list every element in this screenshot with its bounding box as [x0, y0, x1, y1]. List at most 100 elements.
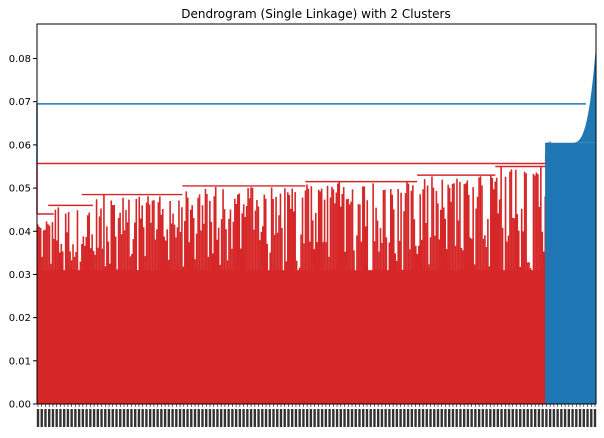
y-tick-label: 0.01: [9, 356, 31, 367]
axes: 0.00 0.01 0.02 0.03 0.04 0.05 0.06 0.07 0.08: [9, 23, 597, 427]
x-tick-leaf-label: [455, 409, 458, 427]
x-tick-leaf-label: [141, 409, 144, 427]
x-tick-leaf-label: [406, 409, 410, 427]
y-tick-label: 0.08: [9, 54, 31, 65]
x-tick-leaf-label: [590, 409, 593, 427]
x-tick-leaf-label: [376, 409, 380, 427]
x-tick-leaf-label: [560, 409, 563, 427]
x-tick-leaf-label: [167, 409, 171, 427]
x-tick-leaf-label: [279, 409, 283, 427]
x-tick-leaf-label: [208, 409, 212, 427]
x-tick-leaf-label: [459, 409, 462, 427]
x-tick-leaf-label: [156, 409, 159, 427]
x-tick-leaf-label: [81, 409, 85, 427]
x-tick-leaf-label: [96, 409, 100, 427]
x-tick-leaf-label: [391, 409, 395, 427]
x-tick-leaf-label: [403, 409, 406, 427]
x-tick-leaf-label: [272, 409, 275, 427]
axes-frame: [36, 23, 597, 405]
y-tick-label: 0.02: [9, 313, 31, 324]
x-tick-leaf-label: [74, 409, 77, 427]
x-tick-leaf-label: [526, 409, 529, 427]
x-tick-leaf-label: [104, 409, 107, 427]
x-tick-leaf-label: [582, 409, 585, 427]
x-tick-leaf-label: [339, 409, 342, 427]
x-tick-leaf-label: [358, 409, 361, 427]
x-tick-leaf-label: [287, 409, 290, 427]
x-tick-leaf-label: [485, 409, 488, 427]
x-tick-leaf-label: [507, 409, 511, 427]
x-tick-leaf-label: [145, 409, 148, 427]
x-tick-leaf-label: [593, 409, 597, 427]
x-tick-leaf-label: [320, 409, 324, 427]
x-tick-leaf-label: [347, 409, 350, 427]
x-tick-leaf-label: [567, 409, 571, 427]
x-tick-leaf-label: [533, 409, 537, 427]
x-tick-leaf-label: [216, 409, 219, 427]
x-tick-leaf-label: [421, 409, 425, 427]
x-tick-leaf-label: [522, 409, 526, 427]
x-tick-leaf-label: [100, 409, 103, 427]
x-tick-leaf-label: [291, 409, 294, 427]
plot-area: [36, 45, 596, 404]
x-tick-leaf-label: [231, 409, 234, 427]
x-tick-leaf-label: [384, 409, 387, 427]
x-tick-leaf-label: [137, 409, 141, 427]
x-tick-leaf-label: [380, 409, 384, 427]
blue-cluster-body: [545, 142, 596, 404]
x-tick-leaf-label: [373, 409, 376, 427]
x-tick-leaf-label: [492, 409, 496, 427]
x-tick-leaf-label: [264, 409, 268, 427]
x-tick-leaf-label: [51, 409, 55, 427]
x-tick-leaf-label: [395, 409, 399, 427]
x-tick-leaf-label: [298, 409, 301, 427]
x-tick-leaf-label: [545, 409, 548, 427]
x-tick-leaf-label: [70, 409, 73, 427]
x-tick-leaf-label: [148, 409, 152, 427]
x-tick-leaf-label: [362, 409, 365, 427]
x-tick-leaf-label: [48, 409, 51, 427]
x-tick-leaf-label: [223, 409, 227, 427]
x-tick-leaf-label: [186, 409, 189, 427]
x-tick-leaf-label: [242, 409, 245, 427]
x-tick-leaf-label: [350, 409, 354, 427]
x-tick-leaf-label: [66, 409, 70, 427]
x-tick-leaf-label: [418, 409, 421, 427]
x-tick-leaf-label: [115, 409, 118, 427]
x-tick-leaf-label: [474, 409, 477, 427]
x-tick-leaf-label: [190, 409, 193, 427]
x-tick-leaf-label: [175, 409, 178, 427]
x-tick-leaf-label: [399, 409, 402, 427]
x-tick-leaf-label: [55, 409, 58, 427]
x-tick-leaf-label: [414, 409, 417, 427]
x-tick-leaf-label: [433, 409, 436, 427]
x-tick-leaf-label: [519, 409, 522, 427]
x-tick-leaf-label: [276, 409, 279, 427]
y-tick-label: 0.05: [9, 184, 31, 195]
x-tick-leaf-label: [36, 409, 40, 427]
x-tick-leaf-label: [253, 409, 257, 427]
y-tick-label: 0.04: [9, 227, 31, 238]
chart-title: Dendrogram (Single Linkage) with 2 Clust…: [181, 7, 450, 21]
x-tick-leaf-label: [451, 409, 455, 427]
x-tick-leaf-label: [268, 409, 271, 427]
x-tick-leaf-label: [219, 409, 223, 427]
x-tick-leaf-label: [249, 409, 253, 427]
x-tick-leaf-label: [77, 409, 81, 427]
x-tick-leaf-label: [578, 409, 582, 427]
x-tick-leaf-label: [429, 409, 432, 427]
x-tick-leaf-label: [205, 409, 208, 427]
x-tick-leaf-label: [119, 409, 122, 427]
x-tick-leaf-label: [257, 409, 260, 427]
x-tick-leaf-label: [62, 409, 66, 427]
x-tick-leaf-label: [171, 409, 174, 427]
x-tick-leaf-label: [40, 409, 43, 427]
red-cluster-base: [37, 270, 546, 404]
x-tick-leaf-label: [448, 409, 451, 427]
x-tick-leaf-label: [556, 409, 559, 427]
x-tick-leaf-label: [152, 409, 156, 427]
x-tick-leaf-label: [388, 409, 391, 427]
x-tick-leaf-label: [283, 409, 286, 427]
x-tick-leaf-label: [571, 409, 574, 427]
